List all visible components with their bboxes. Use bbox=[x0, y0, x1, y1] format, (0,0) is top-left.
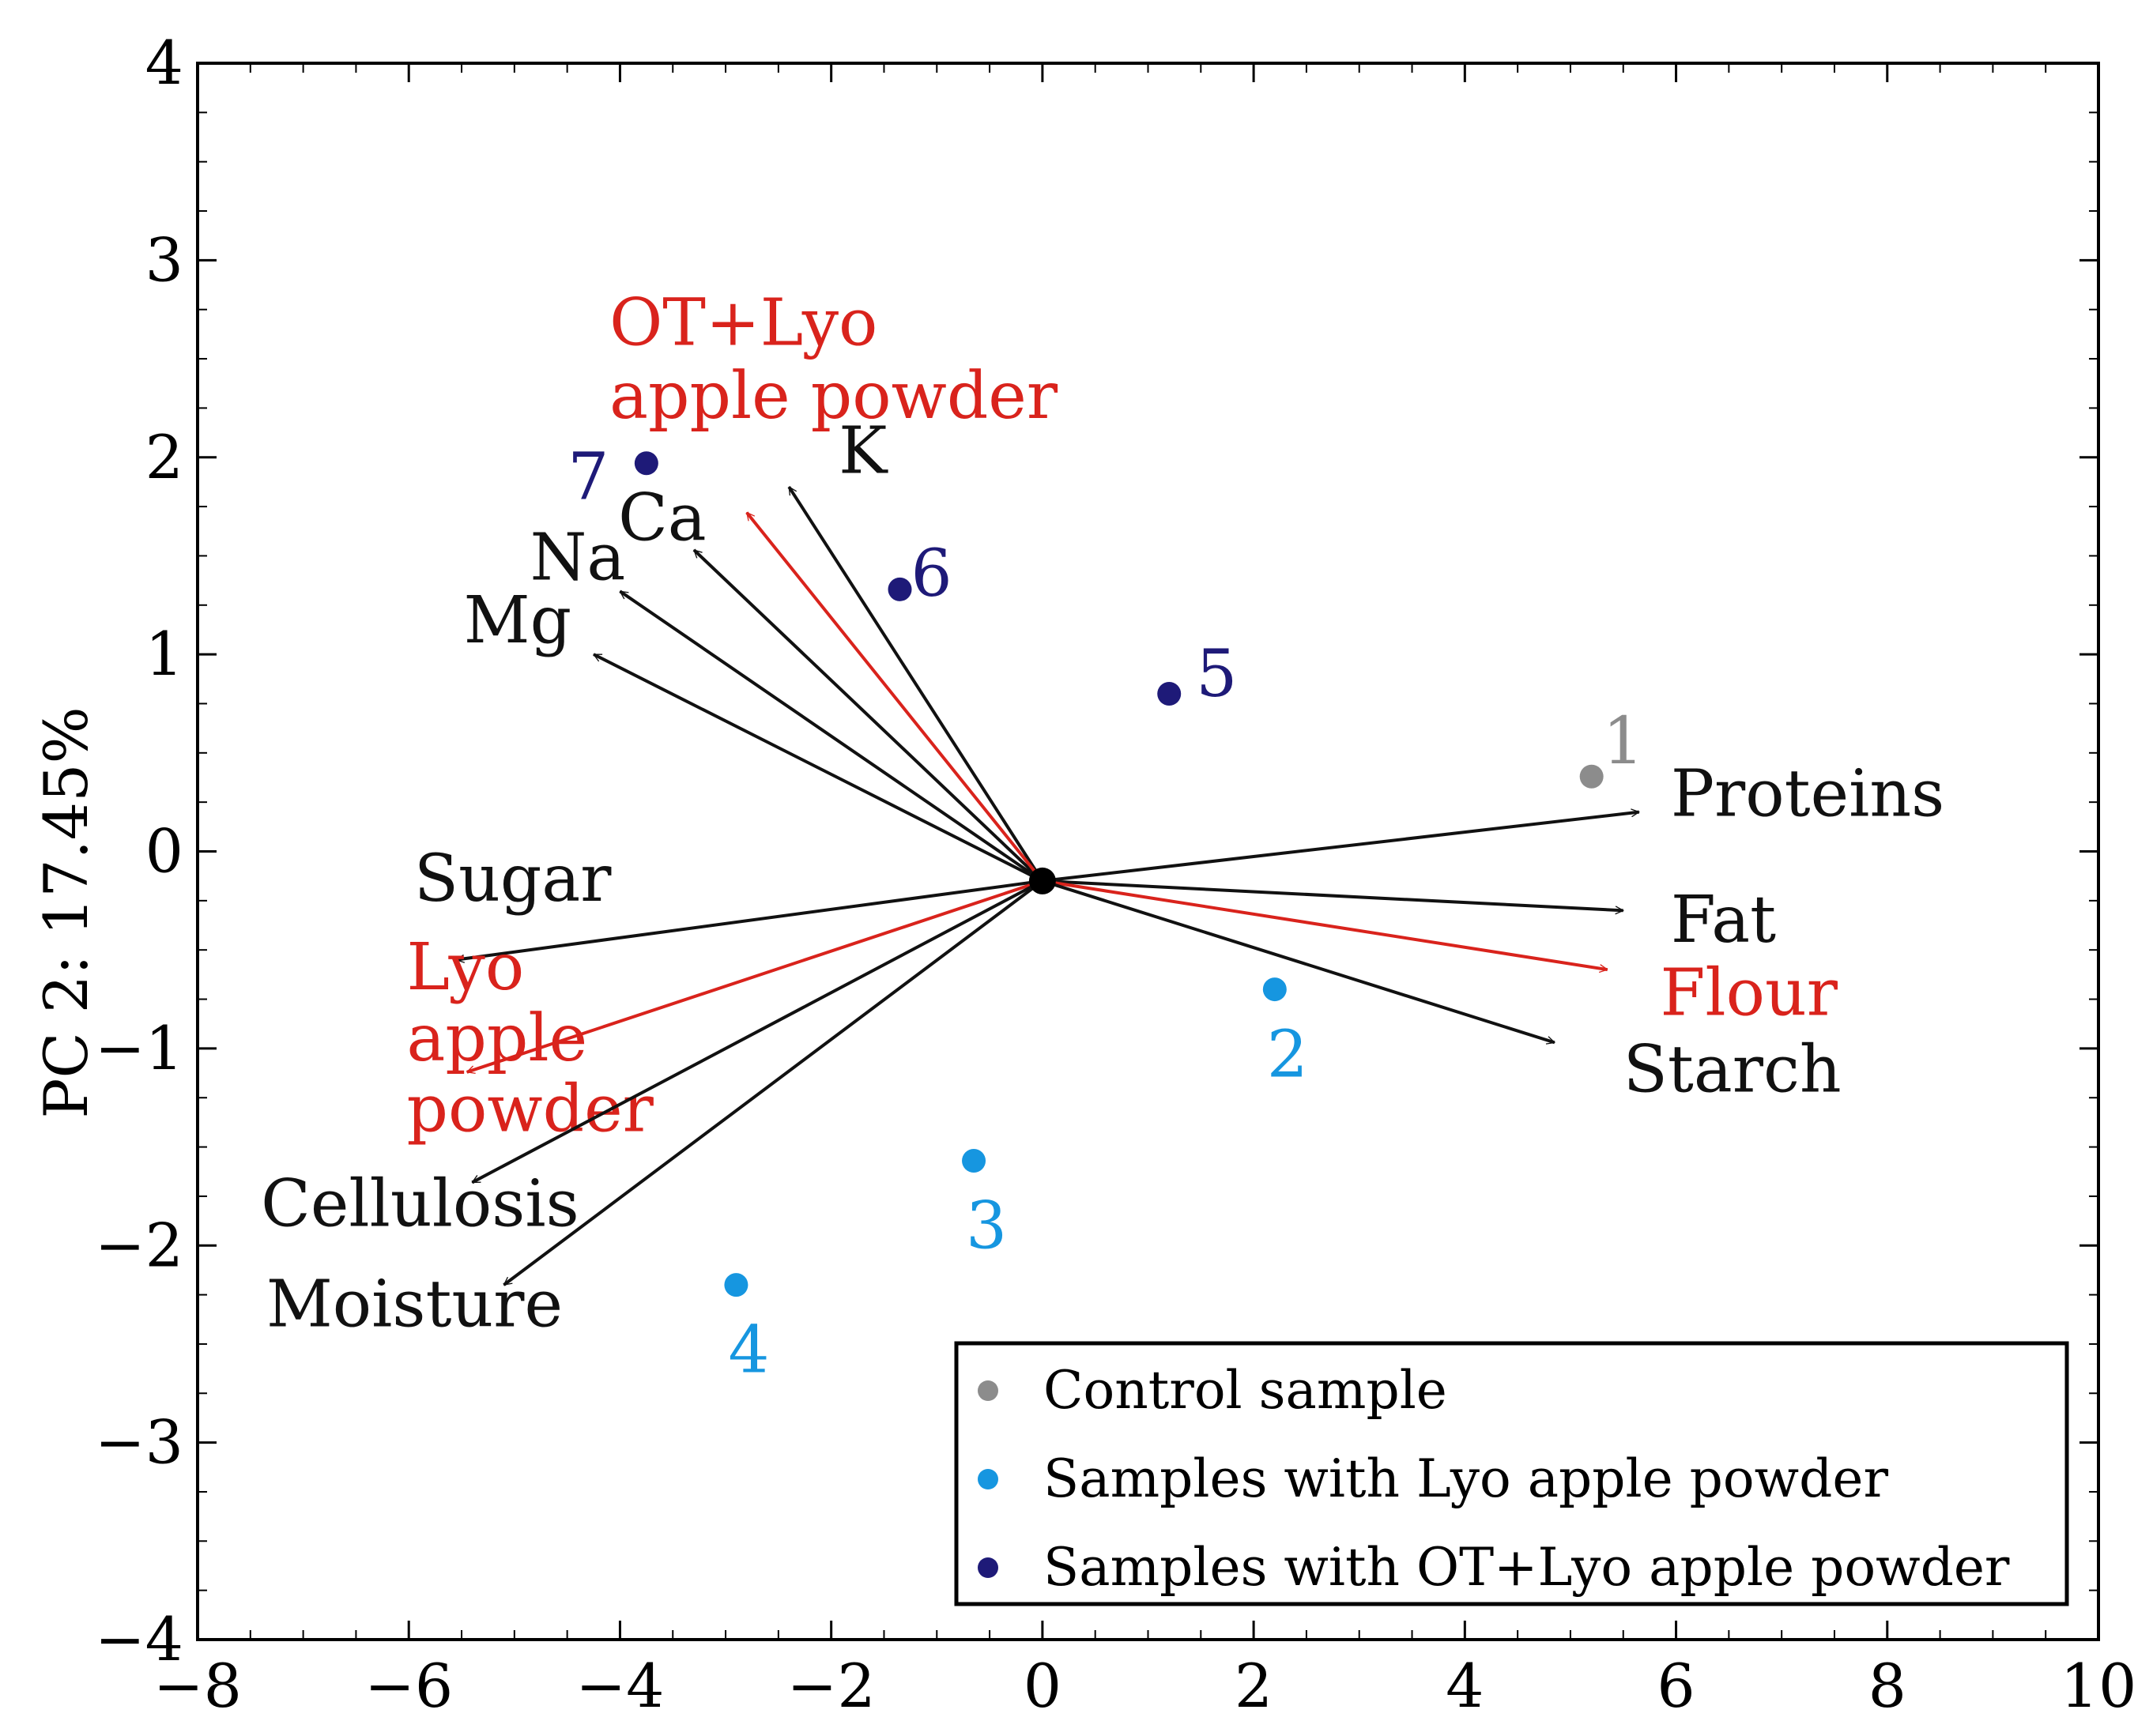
sample-point-4 bbox=[724, 1273, 748, 1297]
vector-arrow-k bbox=[787, 487, 1044, 882]
y-tick-label: −4 bbox=[95, 1604, 183, 1674]
vector-arrow-ot-lyo-apple-powder bbox=[745, 511, 1044, 883]
vector-arrow-fat bbox=[1042, 879, 1623, 910]
legend-label: Control sample bbox=[1043, 1360, 1447, 1421]
vector-arrow-proteins bbox=[1042, 812, 1639, 883]
x-tick-label: 2 bbox=[1235, 1651, 1273, 1721]
x-tick-label: 4 bbox=[1446, 1651, 1484, 1721]
x-tick-label: 0 bbox=[1024, 1651, 1061, 1721]
vector-label-cellulosis: Cellulosis bbox=[261, 1166, 579, 1241]
origin-point bbox=[1028, 867, 1056, 894]
vector-label-moisture: Moisture bbox=[266, 1267, 563, 1342]
legend-marker bbox=[978, 1557, 998, 1578]
vector-label-na: Na bbox=[530, 520, 626, 595]
x-tick-label: 8 bbox=[1868, 1651, 1906, 1721]
y-tick-label: 4 bbox=[145, 28, 183, 98]
x-tick-label: −6 bbox=[364, 1651, 453, 1721]
x-tick-label: 6 bbox=[1657, 1651, 1695, 1721]
sample-point-2 bbox=[1262, 977, 1287, 1002]
y-tick-label: 1 bbox=[145, 619, 183, 689]
legend-marker bbox=[978, 1469, 998, 1489]
sample-point-label-7: 7 bbox=[567, 440, 609, 515]
y-tick-label: −2 bbox=[95, 1210, 183, 1280]
sample-point-label-5: 5 bbox=[1196, 637, 1237, 712]
sample-point-1 bbox=[1579, 764, 1604, 789]
sample-point-6 bbox=[888, 577, 912, 601]
vector-label-lyo-apple-powder: apple bbox=[407, 1001, 588, 1076]
sample-point-7 bbox=[634, 451, 658, 476]
vector-label-proteins: Proteins bbox=[1671, 757, 1944, 832]
vector-arrow-moisture bbox=[503, 879, 1044, 1286]
vector-label-starch: Starch bbox=[1623, 1033, 1842, 1108]
y-tick-label: −3 bbox=[95, 1407, 183, 1478]
legend-label: Samples with Lyo apple powder bbox=[1043, 1448, 1888, 1509]
sample-point-label-6: 6 bbox=[911, 537, 952, 612]
legend-marker bbox=[978, 1380, 998, 1401]
x-tick-label: −4 bbox=[575, 1651, 664, 1721]
vector-arrow-lyo-apple-powder bbox=[467, 879, 1043, 1072]
y-axis-title: PC 2: 17.45% bbox=[31, 706, 101, 1118]
x-tick-label: 10 bbox=[2061, 1651, 2137, 1721]
sample-point-label-1: 1 bbox=[1603, 704, 1644, 779]
vector-arrow-na bbox=[620, 589, 1044, 883]
vector-label-mg: Mg bbox=[464, 583, 571, 658]
legend-box bbox=[954, 1341, 2069, 1606]
vector-label-ot-lyo-apple-powder: apple powder bbox=[609, 359, 1058, 434]
vector-arrow-starch bbox=[1042, 879, 1555, 1042]
vector-arrow-mg bbox=[594, 653, 1043, 883]
sample-point-label-4: 4 bbox=[728, 1312, 769, 1388]
vector-label-k: K bbox=[839, 414, 888, 489]
y-tick-label: 0 bbox=[145, 816, 183, 887]
vector-label-sugar: Sugar bbox=[414, 842, 612, 917]
vector-label-flour: Flour bbox=[1661, 955, 1838, 1030]
vector-label-ca: Ca bbox=[618, 480, 707, 555]
legend-label: Samples with OT+Lyo apple powder bbox=[1043, 1537, 2010, 1598]
sample-point-5 bbox=[1157, 682, 1182, 706]
sample-point-3 bbox=[962, 1149, 986, 1173]
y-tick-label: −1 bbox=[95, 1013, 183, 1083]
vector-label-lyo-apple-powder: Lyo bbox=[407, 930, 525, 1005]
sample-point-label-2: 2 bbox=[1267, 1017, 1308, 1092]
vector-label-lyo-apple-powder: powder bbox=[407, 1072, 654, 1147]
x-tick-label: −8 bbox=[153, 1651, 242, 1721]
vector-arrow-cellulosis bbox=[472, 879, 1043, 1184]
x-tick-label: −2 bbox=[787, 1651, 876, 1721]
vector-label-fat: Fat bbox=[1671, 883, 1776, 958]
sample-point-label-3: 3 bbox=[966, 1188, 1007, 1263]
vector-arrow-ca bbox=[692, 548, 1044, 883]
vector-label-ot-lyo-apple-powder: OT+Lyo bbox=[609, 286, 877, 361]
y-tick-label: 3 bbox=[145, 224, 183, 295]
y-tick-label: 2 bbox=[145, 422, 183, 492]
vector-arrow-sugar bbox=[456, 879, 1043, 960]
vector-arrow-flour bbox=[1042, 879, 1608, 970]
